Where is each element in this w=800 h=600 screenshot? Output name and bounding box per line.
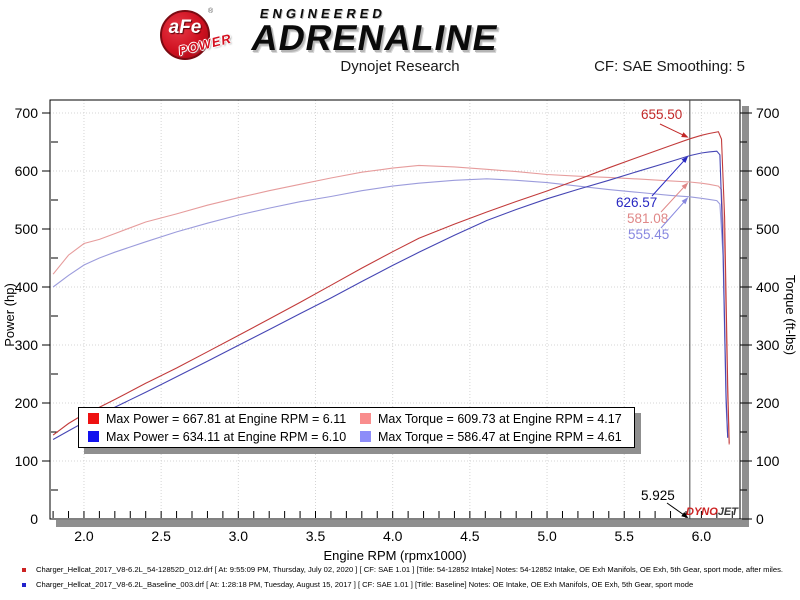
y-tick-label-left: 400 <box>15 279 39 295</box>
intake-torque-swatch-icon <box>360 413 371 424</box>
run-file-text: Charger_Hellcat_2017_V8-6.2L_54-12852D_0… <box>36 565 783 574</box>
annotation-value-label: 581.08 <box>627 211 668 226</box>
y-tick-label-left: 700 <box>15 105 39 121</box>
y-tick-label-left: 200 <box>15 395 39 411</box>
run-file-line-baseline: Charger_Hellcat_2017_V8-6.2L_Baseline_00… <box>22 577 798 592</box>
curve-baseline-torque[interactable] <box>52 178 729 437</box>
y-tick-label-right: 300 <box>756 337 780 353</box>
y-tick-label-right: 600 <box>756 163 780 179</box>
annotation-arrow <box>651 157 688 197</box>
y-tick-label-left: 500 <box>15 221 39 237</box>
afe-circle-icon <box>160 10 210 60</box>
y-tick-label-left: 600 <box>15 163 39 179</box>
annotation-arrow <box>660 198 688 229</box>
run-marker-red-icon <box>22 567 26 572</box>
plot-shadow-bottom <box>56 520 749 527</box>
y-tick-label-right: 200 <box>756 395 780 411</box>
y-axis-title-right: Torque (ft-lbs) <box>783 275 798 355</box>
annotation-arrowhead-icon <box>681 511 689 519</box>
afe-logo-text: aFe <box>168 17 202 38</box>
annotation-arrowhead-icon <box>681 197 689 205</box>
legend-item-intake-power: Max Power = 667.81 at Engine RPM = 6.11 <box>88 412 360 426</box>
annotation-arrowhead-icon <box>681 132 689 138</box>
legend-label: Max Power = 667.81 at Engine RPM = 6.11 <box>106 411 347 426</box>
plot-border <box>49 99 741 520</box>
registered-mark: ® <box>208 8 214 15</box>
x-axis-title: Engine RPM (rpmx1000) <box>323 548 466 563</box>
chart-header-row: Dynojet Research CF: SAE Smoothing: 5 <box>0 58 800 78</box>
run-file-line-intake: Charger_Hellcat_2017_V8-6.2L_54-12852D_0… <box>22 562 798 577</box>
baseline-torque-swatch-icon <box>360 431 371 442</box>
x-tick-label: 5.0 <box>537 528 557 544</box>
x-tick-label: 3.5 <box>306 528 326 544</box>
y-tick-label-right: 500 <box>756 221 780 237</box>
curve-intake-torque[interactable] <box>52 164 730 445</box>
x-tick-label: 3.0 <box>229 528 249 544</box>
annotation-arrowhead-icon <box>681 156 689 164</box>
annotation-arrowhead-icon <box>681 182 689 190</box>
legend-label: Max Power = 634.11 at Engine RPM = 6.10 <box>106 429 347 444</box>
x-tick-label: 4.0 <box>383 528 403 544</box>
y-tick-label-left: 300 <box>15 337 39 353</box>
intake-power-swatch-icon <box>88 413 99 424</box>
y-tick-label-right: 700 <box>756 105 780 121</box>
x-tick-label: 5.5 <box>614 528 634 544</box>
y-tick-label-right: 400 <box>756 279 780 295</box>
curve-intake-power[interactable] <box>52 131 730 444</box>
curve-baseline-power[interactable] <box>52 150 729 440</box>
chart-title: Dynojet Research <box>340 58 460 75</box>
legend-row: Max Power = 634.11 at Engine RPM = 6.10 … <box>79 428 634 445</box>
annotation-arrow <box>660 183 688 213</box>
legend-item-baseline-torque: Max Torque = 586.47 at Engine RPM = 4.61 <box>360 430 622 444</box>
dynojet-watermark: DYNOJET <box>686 506 739 518</box>
legend-item-baseline-power: Max Power = 634.11 at Engine RPM = 6.10 <box>88 430 360 444</box>
legend-item-intake-torque: Max Torque = 609.73 at Engine RPM = 4.17 <box>360 412 622 426</box>
legend-label: Max Torque = 586.47 at Engine RPM = 4.61 <box>378 429 622 444</box>
legend-row: Max Power = 667.81 at Engine RPM = 6.11 … <box>79 410 634 427</box>
baseline-power-swatch-icon <box>88 431 99 442</box>
x-tick-label: 2.0 <box>74 528 94 544</box>
x-tick-label: 4.5 <box>460 528 480 544</box>
run-file-list: Charger_Hellcat_2017_V8-6.2L_54-12852D_0… <box>22 562 798 592</box>
x-tick-label: 2.5 <box>151 528 171 544</box>
y-tick-label-right: 0 <box>756 511 764 527</box>
annotation-value-label: 655.50 <box>641 107 682 122</box>
run-marker-blue-icon <box>22 582 26 587</box>
run-file-text: Charger_Hellcat_2017_V8-6.2L_Baseline_00… <box>36 580 694 589</box>
y-tick-label-right: 100 <box>756 453 780 469</box>
y-axis-title-left: Power (hp) <box>2 283 17 347</box>
x-tick-label: 6.0 <box>692 528 712 544</box>
legend-box: Max Power = 667.81 at Engine RPM = 6.11 … <box>78 407 635 448</box>
annotation-value-label: 5.925 <box>641 488 675 503</box>
adrenaline-wordmark: ADRENALINE <box>248 17 502 58</box>
annotation-value-label: 555.45 <box>628 227 669 242</box>
y-tick-label-left: 100 <box>15 453 39 469</box>
y-tick-label-left: 0 <box>30 511 38 527</box>
annotation-value-label: 626.57 <box>616 195 657 210</box>
legend-label: Max Torque = 609.73 at Engine RPM = 4.17 <box>378 411 622 426</box>
correction-factor-label: CF: SAE Smoothing: 5 <box>594 58 745 75</box>
